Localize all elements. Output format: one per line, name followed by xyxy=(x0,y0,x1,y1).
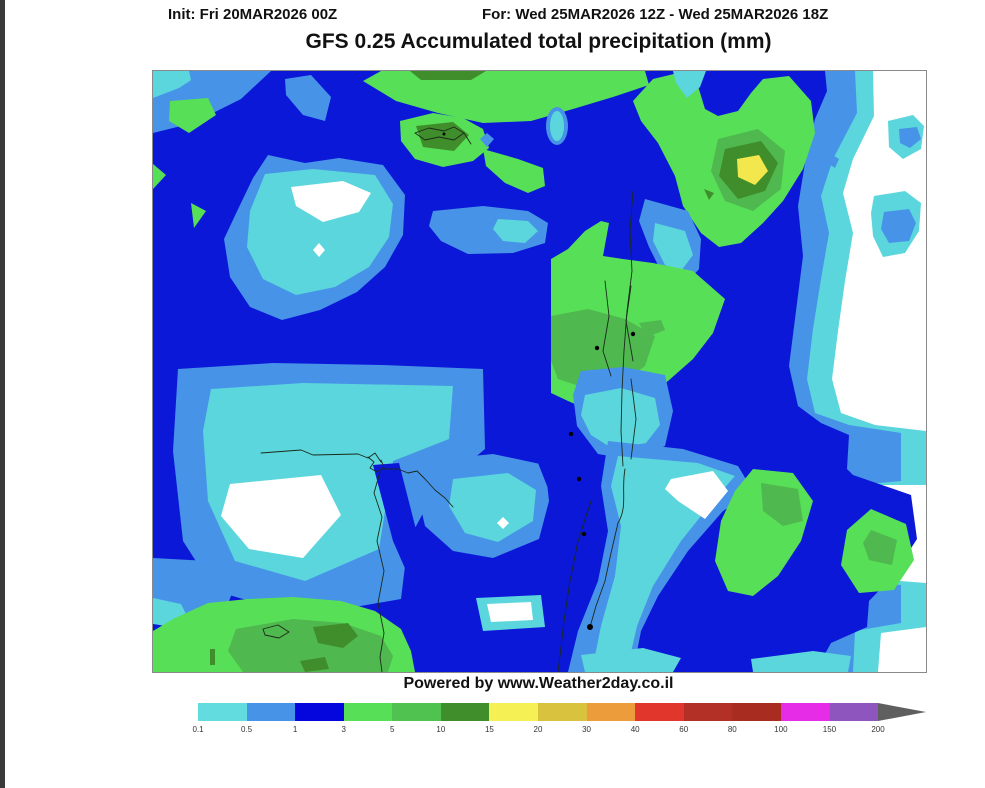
dark-streak-aqaba xyxy=(538,431,599,543)
low-sinai xyxy=(417,454,549,558)
colorbar-segment xyxy=(586,703,636,721)
colorbar-segment xyxy=(780,703,830,721)
attribution-text: Powered by www.Weather2day.co.il xyxy=(403,675,674,692)
colorbar-tick-label: 5 xyxy=(390,725,395,734)
colorbar-segment xyxy=(246,703,296,721)
colorbar-tick-label: 30 xyxy=(582,725,592,734)
green-band-north xyxy=(363,71,649,193)
colorbar-tick-label: 20 xyxy=(533,725,543,734)
colorbar: 0.1 0.5 1 3 5 10 15 20 30 40 60 80 100 150 200 xyxy=(192,703,926,734)
green-blob-southeast-a xyxy=(715,469,813,596)
map-title: GFS 0.25 Accumulated total precipitation… xyxy=(305,30,772,53)
colorbar-tick-label: 200 xyxy=(871,725,885,734)
green-blob-southeast-b xyxy=(841,509,914,593)
top-left-features xyxy=(153,71,331,228)
precipitation-map-svg xyxy=(153,71,926,672)
colorbar-segment xyxy=(489,703,539,721)
cyan-band-diagonal xyxy=(568,441,753,672)
city-dots xyxy=(442,132,636,630)
colorbar-segment xyxy=(635,703,684,721)
colorbar-segment xyxy=(538,703,587,721)
right-cyan-islands xyxy=(826,115,924,257)
init-time-label: Init: Fri 20MAR2026 00Z xyxy=(168,6,338,23)
colorbar-tick-label: 15 xyxy=(484,725,494,734)
colorbar-segment xyxy=(295,703,344,721)
blue-diamonds xyxy=(691,411,711,445)
colorbar-tick-label: 3 xyxy=(341,725,346,734)
colorbar-tick-label: 60 xyxy=(679,725,689,734)
green-mass-northeast xyxy=(633,73,815,247)
colorbar-segment xyxy=(732,703,781,721)
colorbar-labels: 0.1 0.5 1 3 5 10 15 20 30 40 60 80 100 150 200 xyxy=(192,725,926,737)
colorbar-tick-label: 0.5 xyxy=(241,725,253,734)
colorbar-segment xyxy=(829,703,879,721)
small-cyan-patches xyxy=(546,71,706,145)
low-levant-coast xyxy=(639,199,701,285)
colorbar-tick-label: 40 xyxy=(630,725,640,734)
valid-time-label: For: Wed 25MAR2026 12Z - Wed 25MAR2026 1… xyxy=(482,6,829,23)
colorbar-tick-label: 100 xyxy=(774,725,788,734)
colorbar-segment xyxy=(343,703,393,721)
colorbar-tick-label: 80 xyxy=(727,725,737,734)
colorbar-segment xyxy=(440,703,490,721)
colorbar-tick-label: 10 xyxy=(436,725,446,734)
colorbar-tick-label: 150 xyxy=(822,725,837,734)
colorbar-arrow xyxy=(878,703,926,721)
bottom-cyan-streaks xyxy=(508,648,851,672)
viewer-edge-strip xyxy=(0,0,5,788)
low-center xyxy=(429,206,548,254)
dark-streak-suez xyxy=(373,463,451,623)
colorbar-tick-label: 1 xyxy=(292,725,298,734)
coastlines-borders xyxy=(260,126,637,672)
colorbar-segment xyxy=(198,703,247,721)
colorbar-segment xyxy=(683,703,733,721)
white-blob-south xyxy=(476,595,545,631)
colorbar-segment xyxy=(392,703,441,721)
colorbar-tick-label: 0.1 xyxy=(192,725,204,734)
low-egypt xyxy=(173,363,485,616)
low-center-left xyxy=(224,155,405,320)
low-galilee xyxy=(573,367,673,460)
precipitation-map xyxy=(152,70,927,673)
colorbar-segments xyxy=(198,703,879,721)
